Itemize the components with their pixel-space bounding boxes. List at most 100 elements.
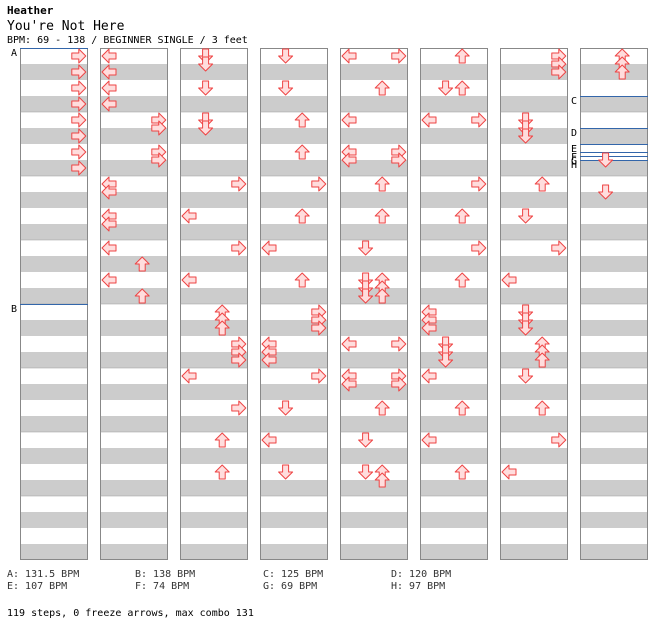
step-arrow-left: [181, 368, 197, 384]
step-arrow-left: [101, 64, 117, 80]
beat-stripe: [500, 288, 568, 304]
step-arrow-up: [454, 48, 470, 64]
beat-stripe: [340, 160, 408, 176]
beat-stripe: [340, 480, 408, 496]
beat-stripe: [340, 96, 408, 112]
step-arrow-down: [198, 80, 214, 96]
beat-stripe: [260, 192, 328, 208]
beat-stripe: [180, 352, 248, 368]
step-arrow-up: [214, 320, 230, 336]
beat-stripe: [580, 224, 648, 240]
beat-stripe: [260, 384, 328, 400]
beat-stripe: [500, 544, 568, 560]
step-arrow-up: [214, 432, 230, 448]
beat-stripe: [420, 160, 488, 176]
step-arrow-left: [181, 208, 197, 224]
beat-stripe: [420, 352, 488, 368]
step-arrow-left: [421, 368, 437, 384]
beat-stripe: [100, 128, 168, 144]
beat-stripe: [580, 64, 648, 80]
step-arrow-down: [518, 208, 534, 224]
step-arrow-up: [374, 208, 390, 224]
beat-stripe: [180, 160, 248, 176]
beat-stripe: [580, 160, 648, 176]
step-arrow-up: [454, 464, 470, 480]
beat-stripe: [500, 160, 568, 176]
bpm-change-c: C: 125 BPM: [263, 569, 324, 580]
step-arrow-right: [71, 80, 87, 96]
step-arrow-right: [391, 336, 407, 352]
beat-stripe: [580, 544, 648, 560]
beat-stripe: [180, 288, 248, 304]
beat-stripe: [180, 416, 248, 432]
beat-stripe: [260, 288, 328, 304]
beat-stripe: [20, 224, 88, 240]
step-arrow-up: [134, 288, 150, 304]
beat-stripe: [180, 480, 248, 496]
beat-stripe: [580, 256, 648, 272]
beat-stripe: [500, 320, 568, 336]
bpm-marker-label: F: [571, 152, 577, 163]
beat-stripe: [580, 384, 648, 400]
beat-stripe: [100, 320, 168, 336]
beat-stripe: [20, 320, 88, 336]
step-arrow-up: [454, 272, 470, 288]
step-arrow-down: [598, 152, 614, 168]
beat-stripe: [180, 192, 248, 208]
beat-stripe: [420, 96, 488, 112]
beat-stripe: [100, 448, 168, 464]
beat-stripe: [420, 64, 488, 80]
step-arrow-up: [294, 208, 310, 224]
step-arrow-up: [534, 176, 550, 192]
beat-stripe: [180, 256, 248, 272]
step-arrow-down: [198, 120, 214, 136]
bpm-change-g: G: 69 BPM: [263, 581, 318, 592]
step-arrow-down: [278, 80, 294, 96]
beat-stripe: [100, 544, 168, 560]
beat-stripe: [340, 320, 408, 336]
beat-stripe: [260, 352, 328, 368]
bpm-change-e: E: 107 BPM: [7, 581, 68, 592]
beat-stripe: [180, 224, 248, 240]
beat-stripe: [500, 64, 568, 80]
beat-stripe: [260, 64, 328, 80]
beat-stripe: [20, 160, 88, 176]
step-arrow-left: [341, 112, 357, 128]
step-arrow-down: [438, 80, 454, 96]
step-arrow-right: [231, 176, 247, 192]
step-arrow-down: [358, 240, 374, 256]
step-arrow-right: [71, 128, 87, 144]
step-arrow-left: [341, 376, 357, 392]
beat-stripe: [340, 128, 408, 144]
beat-stripe: [420, 224, 488, 240]
step-arrow-left: [421, 320, 437, 336]
step-summary: 119 steps, 0 freeze arrows, max combo 13…: [7, 608, 254, 619]
step-arrow-left: [101, 184, 117, 200]
beat-stripe: [20, 384, 88, 400]
beat-stripe: [100, 64, 168, 80]
beat-stripe: [180, 128, 248, 144]
beat-stripe: [340, 384, 408, 400]
beat-stripe: [420, 288, 488, 304]
step-arrow-up: [374, 80, 390, 96]
beat-stripe: [260, 544, 328, 560]
beat-stripe: [260, 320, 328, 336]
bpm-marker-label: A: [11, 48, 17, 59]
step-arrow-up: [294, 112, 310, 128]
beat-stripe: [340, 448, 408, 464]
step-arrow-left: [101, 80, 117, 96]
step-arrow-left: [341, 152, 357, 168]
bpm-marker-label: B: [11, 304, 17, 315]
beat-stripe: [580, 352, 648, 368]
step-arrow-left: [341, 48, 357, 64]
step-arrow-right: [71, 48, 87, 64]
step-arrow-right: [311, 320, 327, 336]
step-arrow-down: [198, 56, 214, 72]
beat-stripe: [420, 320, 488, 336]
beat-stripe: [340, 64, 408, 80]
step-arrow-down: [598, 184, 614, 200]
step-arrow-left: [421, 432, 437, 448]
step-arrow-right: [71, 144, 87, 160]
step-arrow-left: [501, 464, 517, 480]
beat-stripe: [20, 64, 88, 80]
